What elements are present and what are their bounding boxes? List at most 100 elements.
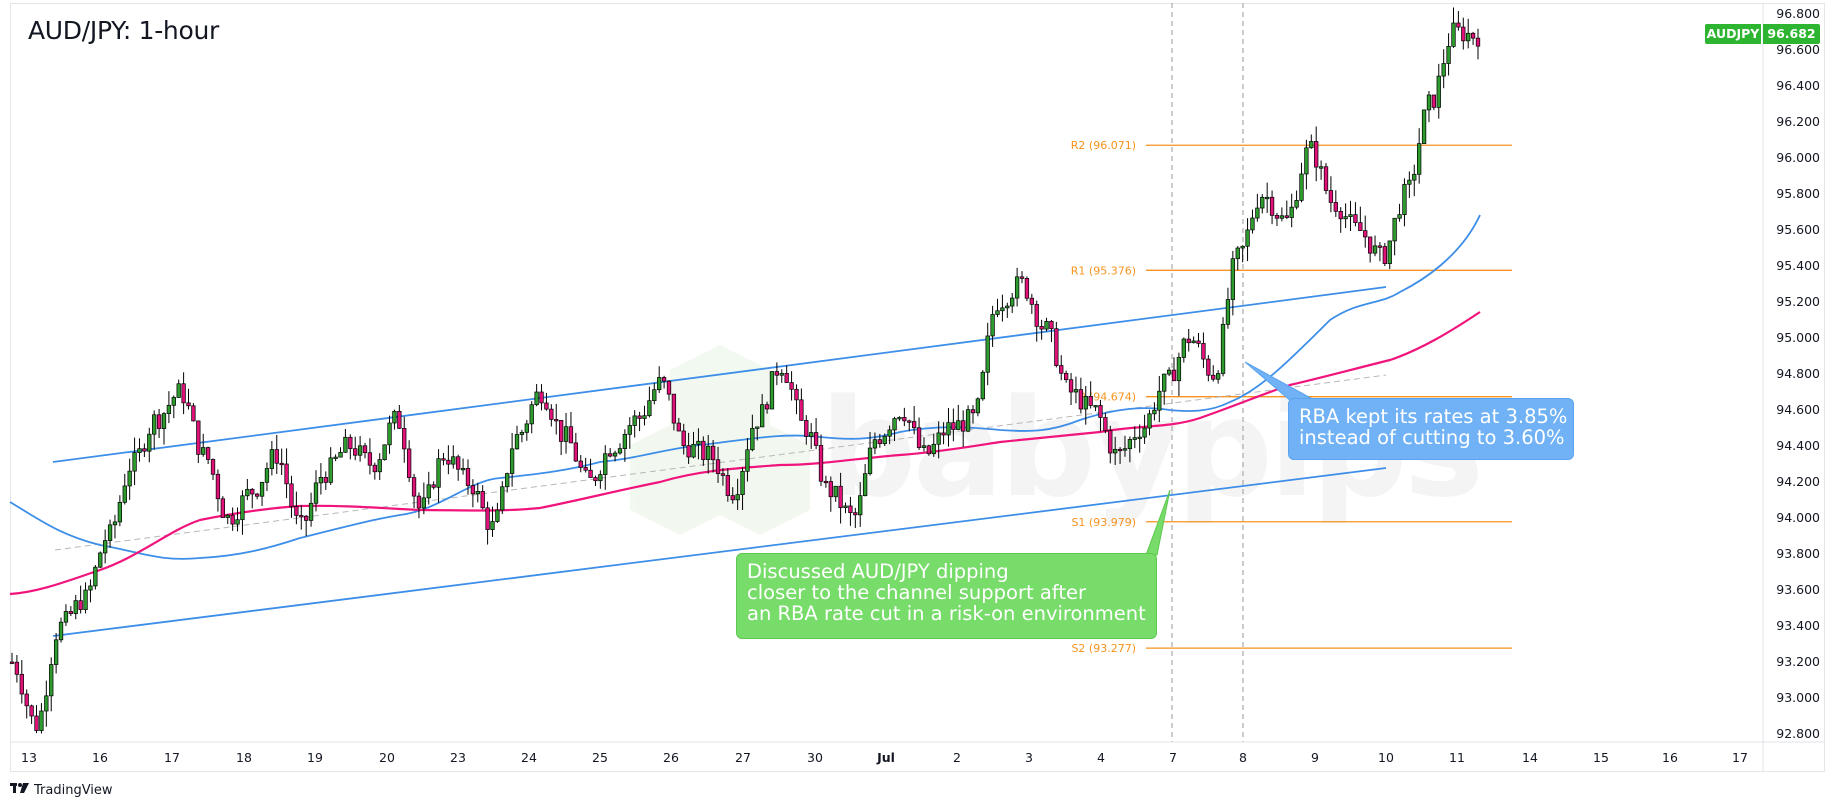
- candle-up: [1176, 357, 1182, 382]
- candle-up: [1245, 229, 1250, 247]
- time-axis-label: 18: [236, 750, 252, 765]
- last-price-tag: 96.682: [1763, 24, 1820, 44]
- time-axis-label: 17: [1732, 750, 1748, 765]
- candle-up: [1044, 320, 1049, 330]
- candle-up: [235, 519, 240, 525]
- candle-down: [1039, 326, 1044, 330]
- candle-up: [956, 420, 961, 430]
- candle-up: [88, 585, 93, 591]
- candle-up: [1137, 436, 1142, 439]
- candle-up: [122, 485, 127, 503]
- candle-up: [1348, 214, 1353, 217]
- candle-up: [691, 443, 696, 458]
- candle-up: [892, 418, 897, 431]
- candle-up: [308, 502, 314, 521]
- price-axis-label: 94.200: [1776, 474, 1820, 489]
- time-axis-label: Jul: [876, 750, 895, 765]
- candle-down: [912, 421, 917, 429]
- pivot-label-p: P (94.674): [1079, 391, 1136, 404]
- candle-up: [166, 404, 172, 414]
- candle-down: [9, 661, 15, 664]
- candle-up: [1279, 215, 1285, 219]
- channel-upper-line[interactable]: [52, 286, 1387, 463]
- candle-up: [612, 452, 618, 457]
- candle-down: [799, 399, 804, 421]
- candle-up: [451, 456, 456, 465]
- candle-down: [588, 469, 593, 478]
- channel-midline[interactable]: [54, 374, 1387, 551]
- candle-up: [1166, 369, 1172, 375]
- candle-up: [1142, 427, 1147, 438]
- candle-down: [372, 464, 377, 473]
- candle-down: [720, 473, 726, 476]
- price-axis-label: 96.600: [1776, 42, 1820, 57]
- price-axis-label: 93.400: [1776, 618, 1820, 633]
- sma-fast-line[interactable]: [9, 214, 1481, 560]
- price-axis[interactable]: 96.800 96.600 96.400 96.200 96.000 95.800 95.6…: [1776, 6, 1820, 741]
- candle-down: [1029, 297, 1034, 305]
- candle-down: [250, 488, 255, 495]
- candle-down: [1034, 303, 1039, 327]
- candle-down: [907, 420, 912, 423]
- candle-down: [1059, 365, 1064, 374]
- pivot-label-s2: S2 (93.277): [1071, 642, 1136, 655]
- candle-up: [171, 397, 176, 406]
- candle-up: [755, 426, 760, 429]
- time-axis[interactable]: 13 16 17 18 19 20 23 24 25 26 27 30 Jul 2 3 4 7 8 9 10 11 14 1…: [21, 750, 1748, 765]
- candle-down: [583, 467, 588, 471]
- candle-up: [921, 445, 927, 448]
- candle-down: [676, 422, 681, 432]
- candle-up: [632, 415, 637, 426]
- candle-down: [549, 408, 554, 420]
- candle-down: [1063, 372, 1069, 381]
- candle-up: [1265, 196, 1270, 200]
- candle-up: [240, 495, 245, 521]
- candle-down: [902, 417, 907, 422]
- candle-down: [191, 405, 196, 422]
- candle-down: [661, 377, 667, 382]
- candle-up: [809, 432, 814, 437]
- candle-up: [313, 482, 319, 504]
- candle-down: [578, 460, 583, 468]
- candle-down: [789, 382, 794, 390]
- candle-down: [544, 402, 549, 410]
- candle-down: [764, 404, 770, 410]
- tradingview-logo-icon: [10, 782, 30, 798]
- candle-up: [1441, 63, 1446, 77]
- candle-down: [19, 673, 24, 695]
- candle-up: [652, 389, 657, 402]
- candle-up: [534, 391, 539, 406]
- candle-down: [961, 420, 966, 432]
- candle-up: [426, 484, 431, 499]
- candle-up: [1294, 200, 1299, 208]
- candle-up: [318, 477, 324, 484]
- candle-down: [411, 477, 417, 497]
- candle-down: [1088, 395, 1093, 406]
- candle-down: [671, 393, 677, 424]
- time-axis-label: 25: [592, 750, 608, 765]
- time-axis-label: 20: [379, 750, 395, 765]
- tradingview-logo[interactable]: TradingView: [10, 782, 113, 798]
- candle-up: [887, 429, 892, 437]
- time-axis-label: 27: [735, 750, 751, 765]
- blue-annotation-callout[interactable]: RBA kept its rates at 3.85% instead of c…: [1288, 398, 1574, 460]
- candle-up: [1235, 247, 1240, 260]
- candle-up: [1191, 340, 1196, 344]
- candle-up: [1225, 299, 1231, 325]
- candle-down: [299, 515, 304, 518]
- candle-up: [769, 371, 775, 410]
- candle-down: [456, 456, 461, 470]
- candle-down: [14, 661, 20, 675]
- time-axis-label: 23: [450, 750, 466, 765]
- channel-lower-line[interactable]: [52, 467, 1387, 637]
- candle-down: [1068, 379, 1074, 393]
- candle-down: [1382, 246, 1387, 264]
- candle-up: [1010, 297, 1015, 307]
- candle-down: [353, 448, 358, 456]
- time-axis-label: 11: [1449, 750, 1465, 765]
- candle-down: [294, 506, 299, 516]
- candle-down: [558, 420, 564, 442]
- time-axis-label: 24: [521, 750, 537, 765]
- candle-down: [1358, 222, 1363, 231]
- green-annotation-callout[interactable]: Discussed AUD/JPY dipping closer to the …: [736, 553, 1157, 639]
